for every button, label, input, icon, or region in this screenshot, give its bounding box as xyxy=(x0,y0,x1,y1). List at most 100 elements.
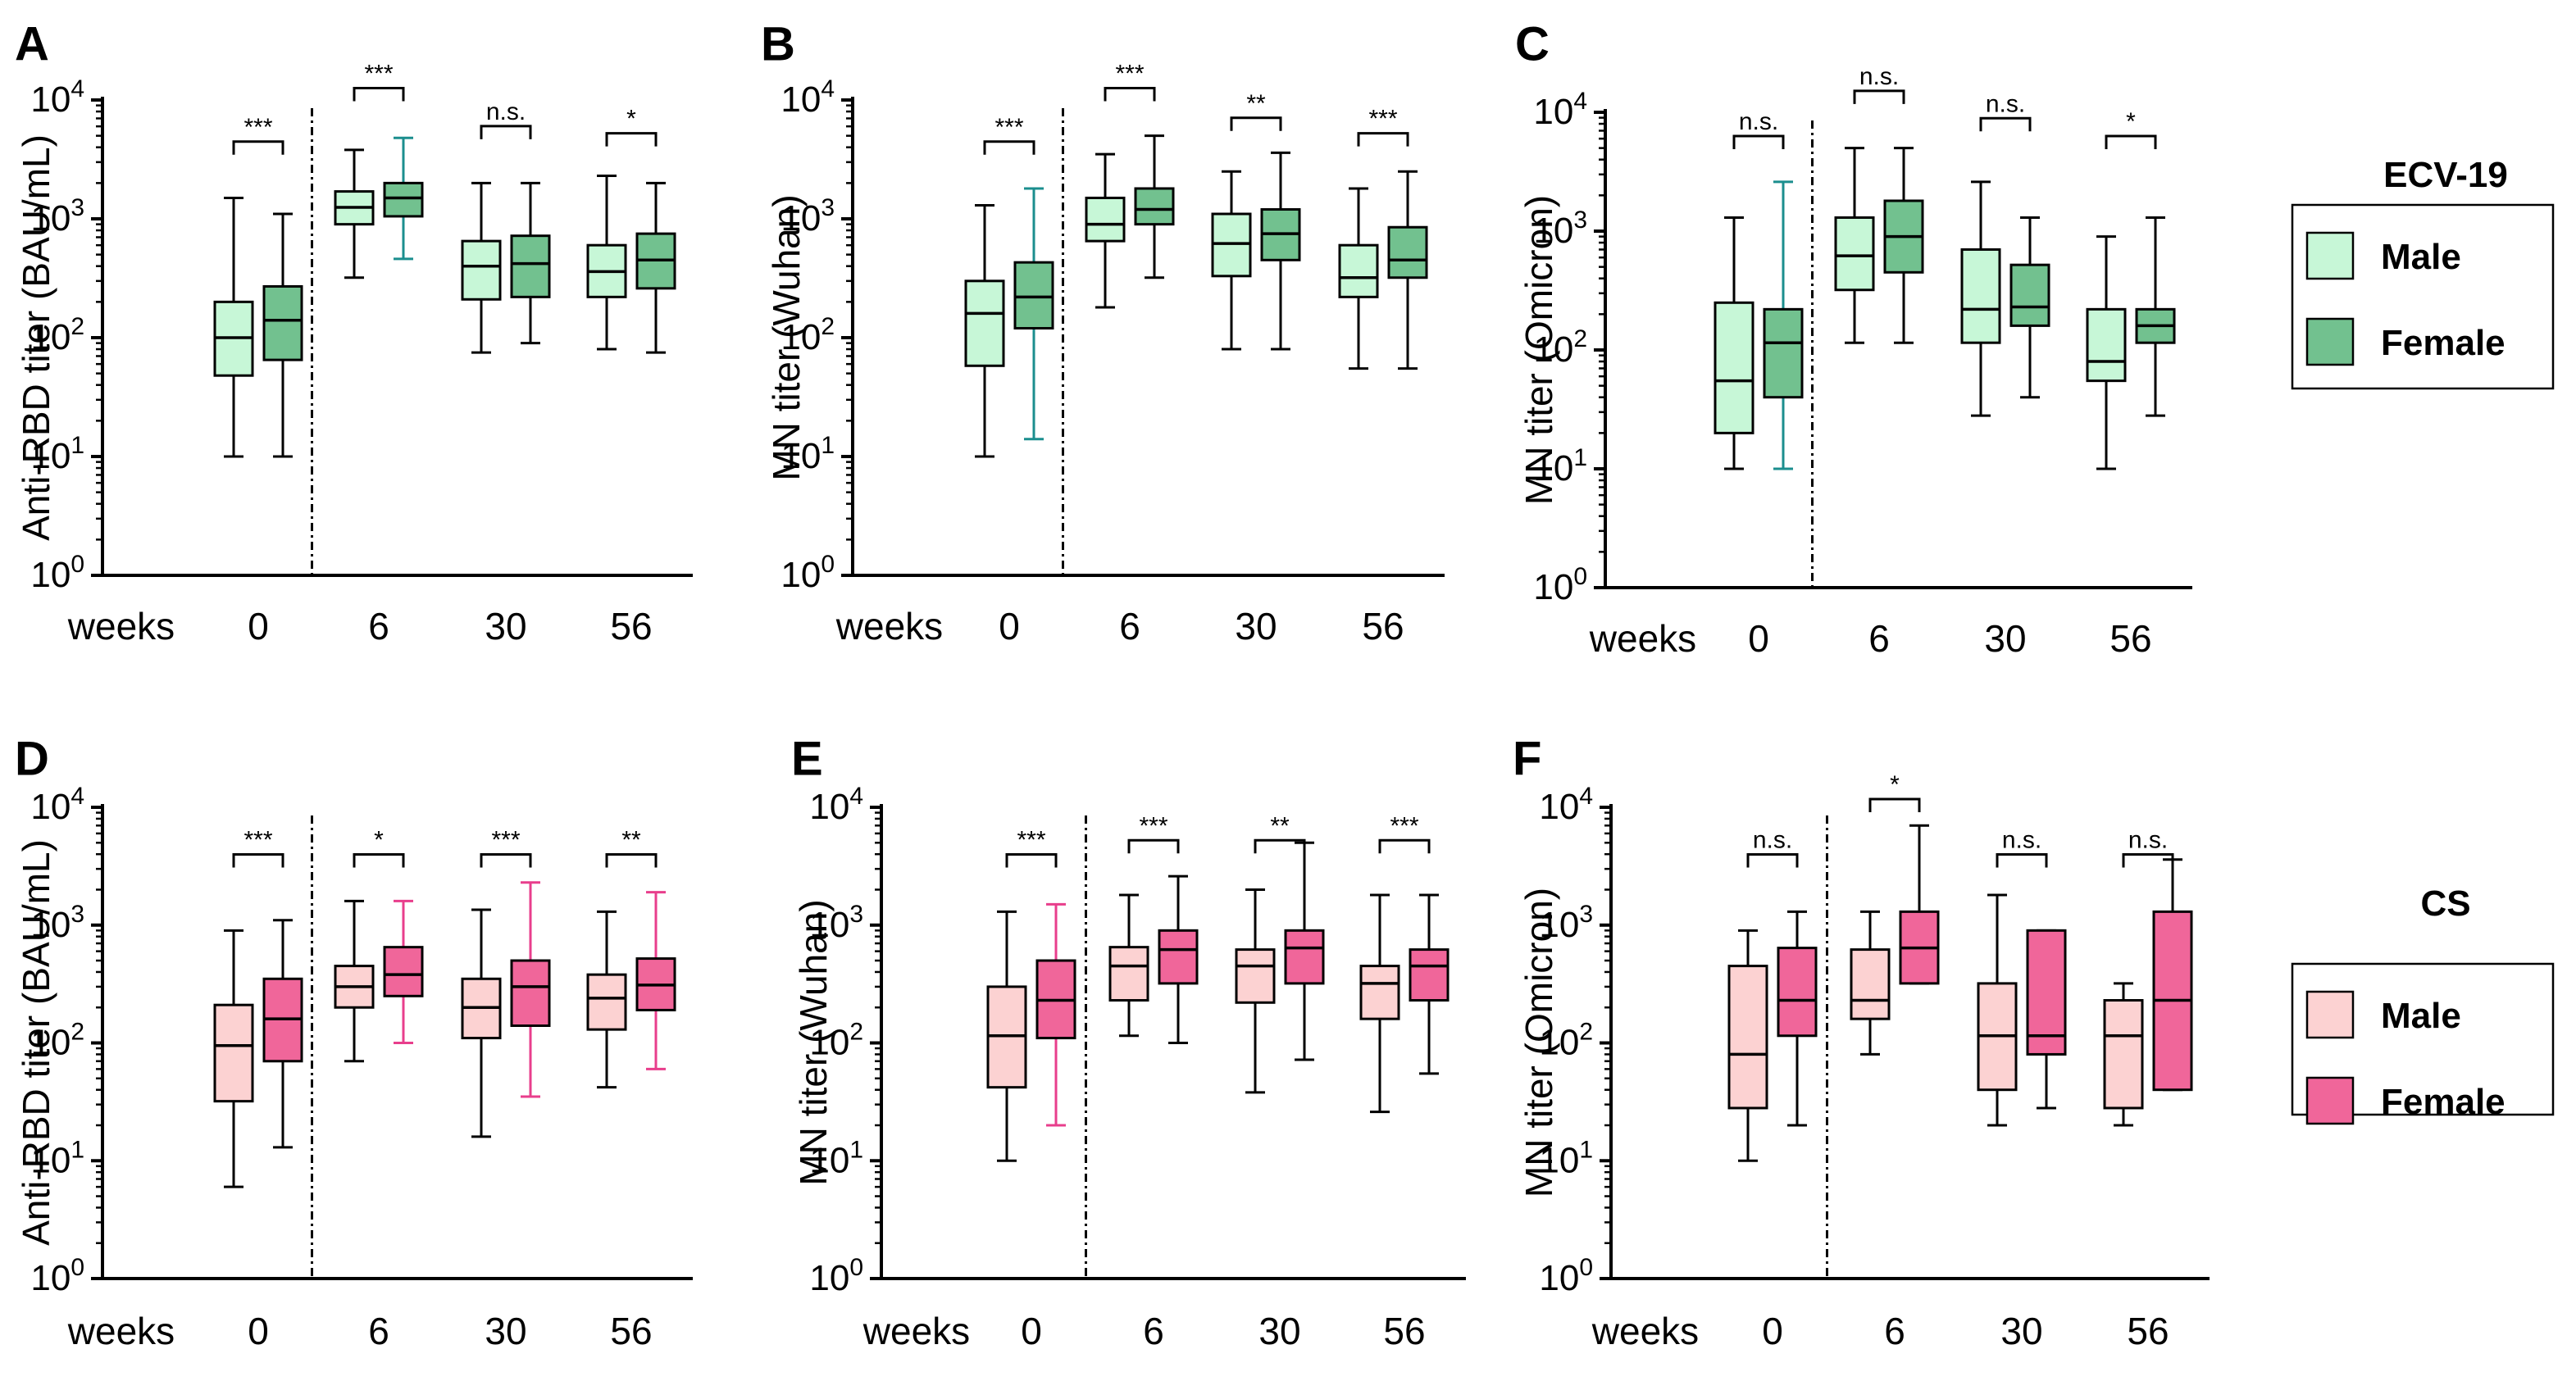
y-tick-label: 103 xyxy=(781,194,835,238)
y-tick-label: 101 xyxy=(30,1136,84,1180)
legend-title: ECV-19 xyxy=(2383,155,2508,195)
x-axis-label: weeks xyxy=(67,1310,175,1352)
box-female-week-56 xyxy=(2152,858,2193,1092)
box-iqr xyxy=(1235,948,1276,1004)
box-iqr xyxy=(2026,929,2067,1056)
y-axis-label: Anti-RBD titer (BAU/mL) xyxy=(15,134,57,541)
legend-swatch-female xyxy=(2305,1076,2355,1125)
box-female-week-6 xyxy=(383,136,424,261)
significance-label: ** xyxy=(621,827,641,854)
x-tick-label: 56 xyxy=(1362,605,1404,647)
box-iqr xyxy=(1108,946,1149,1002)
box-iqr xyxy=(1727,965,1768,1110)
y-tick-label: 103 xyxy=(1539,901,1593,945)
significance-bracket xyxy=(353,853,405,868)
y-tick-exponent: 2 xyxy=(1573,325,1587,352)
y-tick-base: 10 xyxy=(30,79,71,120)
box-iqr xyxy=(1714,301,1755,434)
y-tick-label: 104 xyxy=(1533,88,1587,132)
box-iqr xyxy=(1960,248,2001,344)
box-female-week-30 xyxy=(2009,216,2050,399)
y-tick-base: 10 xyxy=(809,1258,849,1298)
box-male-week-56 xyxy=(586,910,627,1089)
significance-bracket xyxy=(480,853,532,868)
significance-bracket xyxy=(605,132,658,147)
box-iqr xyxy=(383,181,424,218)
y-tick-exponent: 0 xyxy=(821,551,835,578)
y-tick-label: 100 xyxy=(30,1254,84,1298)
significance-label: ** xyxy=(1270,812,1290,839)
significance-label: *** xyxy=(1368,106,1397,133)
y-tick-exponent: 4 xyxy=(1573,88,1587,115)
box-male-week-6 xyxy=(1085,152,1126,309)
y-axis-label: Anti-RBD titer (BAU/mL) xyxy=(15,839,57,1246)
significance-label: *** xyxy=(1017,827,1045,854)
y-tick-exponent: 2 xyxy=(849,1019,863,1046)
y-tick-base: 10 xyxy=(30,1023,71,1063)
y-tick-exponent: 4 xyxy=(821,75,835,102)
significance-bracket xyxy=(1979,116,2032,132)
y-tick-exponent: 1 xyxy=(1579,1136,1593,1163)
x-tick-label: 30 xyxy=(1235,605,1277,647)
box-male-week-30 xyxy=(1977,893,2018,1127)
panel-letter: A xyxy=(15,17,49,70)
y-tick-label: 102 xyxy=(1539,1019,1593,1063)
box-male-week-30 xyxy=(1211,170,1252,351)
y-tick-exponent: 1 xyxy=(1573,444,1587,471)
y-tick-label: 102 xyxy=(781,313,835,357)
y-tick-base: 10 xyxy=(30,198,71,238)
box-female-week-56 xyxy=(635,181,676,354)
y-tick-exponent: 3 xyxy=(1573,207,1587,234)
significance-label: n.s. xyxy=(2128,827,2168,854)
x-tick-label: 0 xyxy=(248,605,269,647)
x-tick-label: 56 xyxy=(2127,1310,2169,1352)
y-tick-label: 101 xyxy=(781,432,835,476)
y-tick-exponent: 4 xyxy=(1579,783,1593,810)
significance-bracket xyxy=(353,87,405,102)
box-iqr xyxy=(2086,307,2127,383)
box-male-week-6 xyxy=(334,148,375,279)
box-female-week-30 xyxy=(510,181,551,345)
significance-label: *** xyxy=(1115,61,1144,88)
box-male-week-6 xyxy=(1834,147,1875,344)
significance-bracket xyxy=(1868,797,1921,812)
significance-bracket xyxy=(605,853,658,868)
box-iqr xyxy=(2009,263,2050,327)
box-male-week-30 xyxy=(461,181,502,354)
y-tick-base: 10 xyxy=(1533,448,1573,488)
box-male-week-6 xyxy=(334,899,375,1063)
box-iqr xyxy=(964,279,1005,367)
significance-label: *** xyxy=(364,61,393,88)
box-male-week-56 xyxy=(2086,235,2127,470)
box-female-week-0 xyxy=(1777,910,1818,1127)
box-iqr xyxy=(2103,999,2144,1110)
legend-ecv-19: ECV-19 Male Female xyxy=(2291,155,2555,390)
y-tick-base: 10 xyxy=(1539,787,1579,827)
y-tick-label: 103 xyxy=(809,901,863,945)
x-tick-label: 6 xyxy=(1119,605,1140,647)
y-tick-label: 103 xyxy=(1533,207,1587,251)
x-axis-label: weeks xyxy=(1589,617,1696,660)
y-tick-label: 102 xyxy=(30,313,84,357)
box-iqr xyxy=(1763,307,1804,399)
box-male-week-30 xyxy=(1235,888,1276,1094)
legend-label-female: Female xyxy=(2381,1082,2505,1122)
y-tick-exponent: 2 xyxy=(1579,1019,1593,1046)
y-tick-exponent: 4 xyxy=(71,75,84,102)
box-male-week-0 xyxy=(1714,216,1755,470)
x-tick-label: 6 xyxy=(1143,1310,1164,1352)
x-tick-label: 30 xyxy=(485,1310,526,1352)
box-iqr xyxy=(1134,187,1175,226)
box-female-week-0 xyxy=(1763,180,1804,470)
box-male-week-0 xyxy=(1727,929,1768,1162)
box-female-week-56 xyxy=(635,891,676,1070)
significance-bracket xyxy=(1005,853,1058,868)
y-axis-label: MN titer (Wuhan) xyxy=(765,194,808,480)
y-tick-base: 10 xyxy=(1539,905,1579,945)
y-tick-base: 10 xyxy=(1533,92,1573,132)
y-tick-label: 100 xyxy=(781,551,835,595)
y-tick-label: 101 xyxy=(30,432,84,476)
